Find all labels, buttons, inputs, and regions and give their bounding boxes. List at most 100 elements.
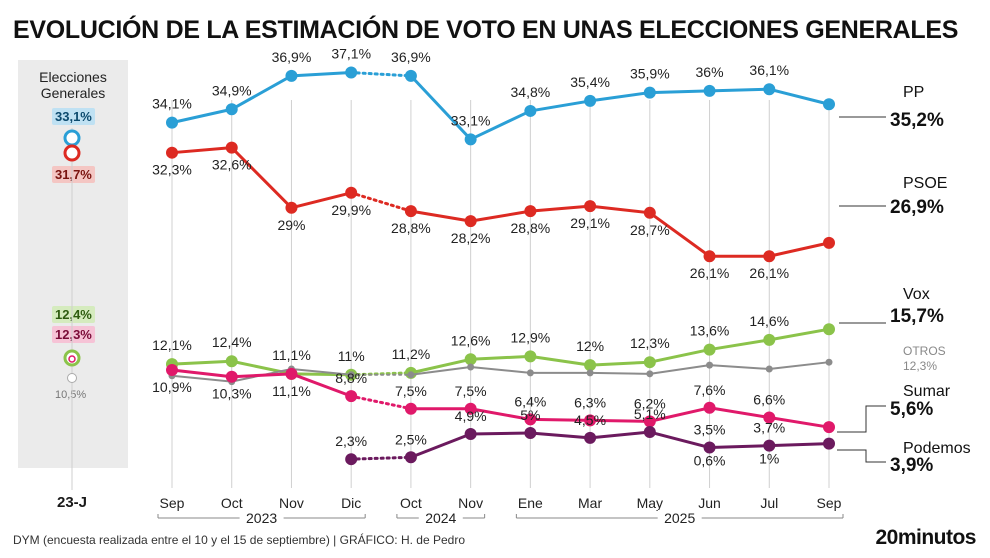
pp-segment-3 <box>349 71 413 78</box>
otros-point-11 <box>825 358 833 366</box>
legend-value-sumar: 5,6% <box>890 399 933 420</box>
sumar-segment-10 <box>767 415 831 429</box>
year-label-bg-2 <box>657 510 702 526</box>
label-layer: 34,1% 34,9% 36,9% 37,1% 36,9% 33,1% 34,8% 35,4%… <box>152 46 789 469</box>
psoe-point-6 <box>524 205 537 218</box>
pp-segment-7 <box>588 91 652 103</box>
pp-point-2 <box>285 69 298 82</box>
vox-point-10 <box>763 333 776 346</box>
sumar-point-7 <box>584 414 597 427</box>
vox-label-7: 12% <box>576 338 604 354</box>
sidebar-podemos-marker <box>67 373 77 383</box>
election-date-label: 23-J <box>57 494 88 511</box>
otros-segment-4 <box>409 366 472 376</box>
vox-segment-0 <box>170 359 234 366</box>
psoe-segment-8 <box>648 211 712 258</box>
psoe-segment-0 <box>170 146 234 155</box>
podemos-label-6: 5% <box>520 407 540 423</box>
psoe-segment-3 <box>349 191 413 213</box>
sidebar-sumar-value: 12,3% <box>52 326 95 343</box>
pp-point-8 <box>643 86 656 99</box>
x-tick-label-9: Jun <box>698 495 721 511</box>
pp-label-7: 35,4% <box>570 74 610 90</box>
otros-point-10 <box>765 365 773 373</box>
source-note: DYM (encuesta realizada entre el 10 y el… <box>13 533 465 547</box>
vox-point-5 <box>464 353 477 366</box>
election-sidebar: Elecciones Generales 33,1% 31,7% 12,4% 1… <box>18 60 128 468</box>
pp-label-3: 37,1% <box>331 46 371 62</box>
psoe-segment-10 <box>767 241 831 258</box>
psoe-label-8: 28,7% <box>630 222 670 238</box>
otros-segment-7 <box>589 371 651 375</box>
podemos-point-11 <box>823 437 835 450</box>
page-title: EVOLUCIÓN DE LA ESTIMACIÓN DE VOTO EN UN… <box>13 16 959 44</box>
sumar-label-9: 7,6% <box>694 382 726 398</box>
sumar-label-7: 6,3% <box>574 394 606 410</box>
psoe-segment-4 <box>409 209 473 223</box>
sumar-label-6: 6,4% <box>514 393 546 409</box>
sidebar-psoe-marker <box>63 144 81 162</box>
pp-point-4 <box>404 69 417 82</box>
pp-segment-2 <box>289 71 353 78</box>
psoe-segment-1 <box>230 146 293 210</box>
vox-point-1 <box>225 355 238 368</box>
legend-name-psoe: PSOE <box>903 175 947 192</box>
psoe-point-7 <box>584 200 597 213</box>
x-tick-label-4: Oct <box>400 495 422 511</box>
legend-name-pp: PP <box>903 84 924 101</box>
vox-segment-4 <box>409 357 473 375</box>
vox-label-10: 14,6% <box>749 313 789 329</box>
sumar-point-1 <box>225 370 238 383</box>
sumar-point-6 <box>524 413 537 426</box>
podemos-label-3: 2,3% <box>335 433 367 449</box>
podemos-segment-4 <box>409 432 473 459</box>
psoe-segment-5 <box>469 209 532 223</box>
vox-point-6 <box>524 350 537 363</box>
sumar-point-2 <box>285 367 298 380</box>
sidebar-psoe-value: 31,7% <box>52 166 95 183</box>
vox-label-6: 12,9% <box>511 329 551 345</box>
otros-point-9 <box>706 361 714 369</box>
year-label-bg-0 <box>239 510 284 526</box>
pp-label-6: 34,8% <box>511 84 551 100</box>
vox-segment-9 <box>708 338 771 352</box>
podemos-point-4 <box>404 451 417 464</box>
psoe-point-3 <box>345 186 358 199</box>
legend-name-vox: Vox <box>903 286 930 303</box>
sumar-label-3: 8,8% <box>335 370 367 386</box>
vox-point-7 <box>584 359 597 372</box>
legend-name-otros: OTROS <box>903 344 946 358</box>
psoe-segment-7 <box>588 204 652 215</box>
pp-point-9 <box>703 84 716 97</box>
sidebar-pp-marker <box>63 129 81 147</box>
pp-label-1: 34,9% <box>212 82 252 98</box>
vox-segment-10 <box>767 327 831 342</box>
vox-label-0: 12,1% <box>152 337 192 353</box>
year-label-2: 2025 <box>664 510 695 526</box>
psoe-label-0: 32,3% <box>152 162 192 178</box>
grid-layer <box>171 100 830 488</box>
podemos-segment-10 <box>767 442 831 448</box>
sumar-label-8: 6,2% <box>634 395 666 411</box>
otros-segment-0 <box>171 374 233 383</box>
podemos-label-10: 3,7% <box>753 420 785 436</box>
x-tick-label-8: May <box>637 495 663 511</box>
psoe-point-5 <box>464 215 477 228</box>
pp-point-11 <box>823 98 835 111</box>
legend-name-podemos: Podemos <box>903 440 971 457</box>
sidebar-sumar-marker <box>68 355 76 363</box>
legend-value-vox: 15,7% <box>890 306 944 327</box>
legend-name-sumar: Sumar <box>903 383 951 400</box>
psoe-point-8 <box>643 206 656 219</box>
pp-point-7 <box>584 94 597 107</box>
otros-point-3 <box>347 371 355 379</box>
sumar-label-1: 10,3% <box>212 386 252 402</box>
psoe-label-3: 29,9% <box>331 202 371 218</box>
sumar-point-8 <box>643 415 656 428</box>
pp-point-5 <box>464 133 477 146</box>
podemos-segment-6 <box>528 431 592 440</box>
legend-value-pp: 35,2% <box>890 110 944 131</box>
podemos-label-7: 4,5% <box>574 412 606 428</box>
